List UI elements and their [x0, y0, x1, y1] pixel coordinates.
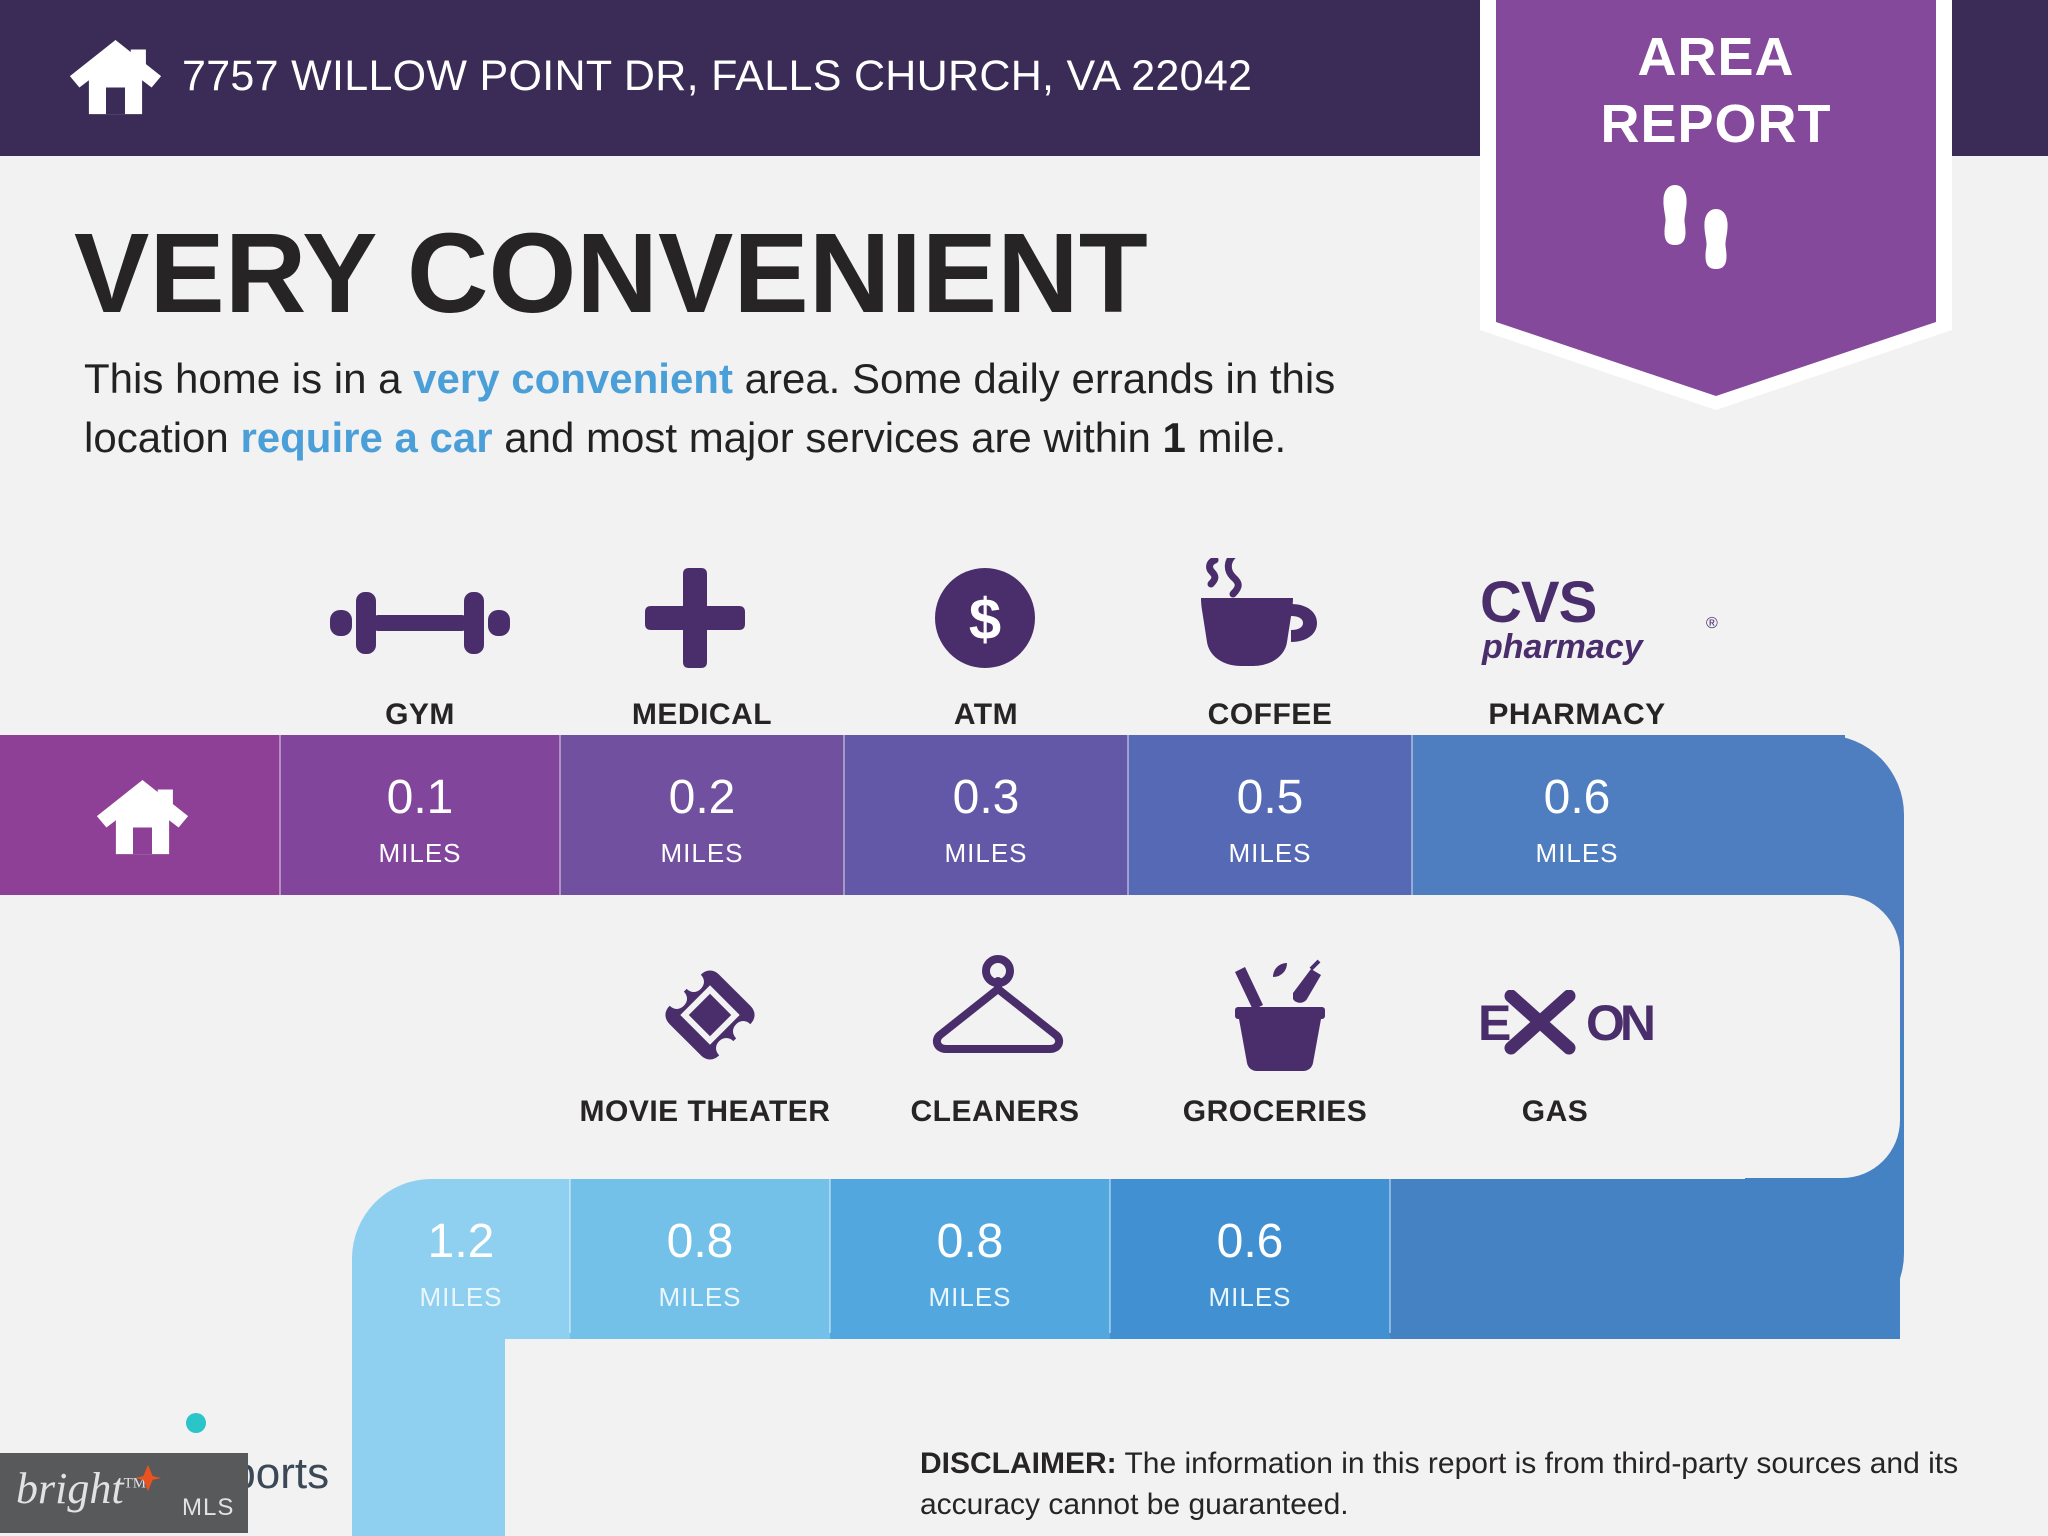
svg-text:®: ®	[1706, 615, 1718, 632]
svg-text:AREA: AREA	[1637, 27, 1794, 87]
svg-text:CVS: CVS	[1480, 570, 1596, 635]
svg-text:E: E	[1478, 995, 1511, 1051]
svg-text:REPORT: REPORT	[1600, 94, 1831, 154]
svg-text:ON: ON	[1586, 995, 1653, 1051]
svg-text:pharmacy: pharmacy	[1481, 628, 1645, 666]
svg-text:$: $	[969, 587, 1001, 652]
